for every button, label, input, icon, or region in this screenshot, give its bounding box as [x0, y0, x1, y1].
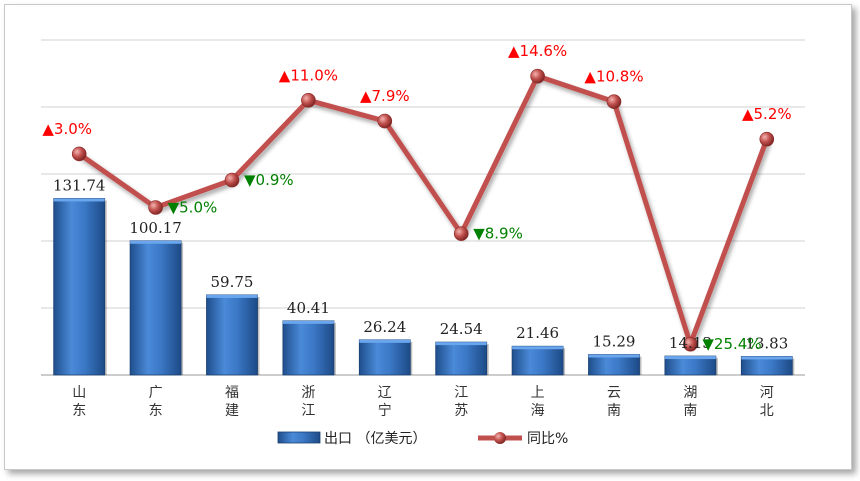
bar — [511, 345, 564, 376]
line-path — [77, 73, 770, 347]
percent-labels: ▲3.0% ▼5.0% ▼0.9% ▲11.0% ▲7.9% ▼8.9% ▲14.6% ▲10… — [42, 42, 791, 353]
bar — [358, 339, 411, 376]
bar-value-label: 131.74 — [53, 176, 106, 194]
bar-value-label: 26.24 — [363, 318, 406, 336]
bar — [435, 341, 488, 376]
bar-value-label: 59.75 — [211, 273, 254, 291]
line-point — [606, 94, 622, 109]
category-label: 山东 — [72, 385, 86, 419]
category-axis: 山东 广东 福建 浙江 辽宁 江苏 上海 云南 湖南 河北 — [72, 385, 774, 419]
bar-value-label: 24.54 — [440, 320, 483, 338]
bar-top-highlight — [741, 356, 793, 360]
percent-label: ▲14.6% — [508, 42, 567, 60]
percent-label: ▼25.4% — [702, 335, 761, 353]
percent-label: ▲7.9% — [360, 87, 410, 105]
percent-label: ▲11.0% — [279, 66, 338, 84]
percent-label: ▲3.0% — [42, 120, 92, 138]
category-label: 辽宁 — [378, 385, 392, 419]
line-point — [224, 172, 240, 188]
bar-value-label: 100.17 — [129, 219, 182, 237]
bar-top-highlight — [206, 294, 258, 298]
percent-label: ▲10.8% — [584, 68, 643, 86]
bar-value-label: 21.46 — [516, 324, 559, 342]
bar — [588, 354, 640, 376]
bar-top-highlight — [512, 346, 564, 350]
legend-line-marker — [494, 432, 506, 444]
category-label: 福建 — [225, 385, 239, 419]
legend-line-label: 同比% — [527, 431, 568, 447]
legend-bar-swatch — [277, 431, 321, 444]
bar-top-highlight — [282, 320, 334, 324]
line-point — [683, 336, 698, 352]
category-label: 上海 — [531, 385, 545, 419]
category-label: 云南 — [607, 385, 621, 419]
bar-top-highlight — [53, 198, 105, 202]
bar-series — [53, 198, 795, 376]
chart-frame — [4, 4, 852, 470]
bar-value-label: 14.13 — [669, 334, 712, 352]
bar-value-label: 13.83 — [745, 334, 788, 352]
bar-top-highlight — [664, 356, 716, 360]
category-label: 广东 — [149, 385, 163, 419]
category-label: 江苏 — [454, 385, 468, 419]
line-point — [301, 93, 316, 108]
percent-label: ▼8.9% — [473, 225, 523, 243]
legend-bar-label: 出口 （亿美元） — [324, 431, 426, 447]
bar — [53, 198, 106, 376]
percent-label: ▼0.9% — [244, 171, 294, 189]
line-point — [148, 200, 163, 215]
category-label: 河北 — [760, 385, 774, 419]
bar — [282, 320, 335, 376]
bar-value-label: 15.29 — [593, 333, 636, 351]
line-point — [71, 146, 87, 162]
percent-label: ▼5.0% — [168, 199, 218, 217]
category-label: 湖南 — [683, 385, 697, 419]
percent-label: ▲5.2% — [742, 105, 792, 123]
line-point — [377, 113, 393, 129]
bar-top-highlight — [588, 354, 640, 358]
bar-top-highlight — [130, 240, 182, 244]
bar — [206, 294, 258, 376]
bar-top-highlight — [359, 339, 411, 343]
bar-top-highlight — [435, 342, 487, 346]
bar — [129, 240, 182, 376]
line-point — [530, 68, 545, 84]
line-point — [759, 131, 775, 147]
line-series — [71, 68, 775, 352]
line-point — [453, 226, 469, 241]
bar-value-label: 40.41 — [287, 299, 330, 317]
category-label: 浙江 — [301, 385, 315, 419]
bar-value-labels: 131.74 100.17 59.75 40.41 26.24 24.54 21.46 15.… — [53, 176, 788, 352]
legend: 出口 （亿美元） 同比% — [277, 431, 568, 447]
